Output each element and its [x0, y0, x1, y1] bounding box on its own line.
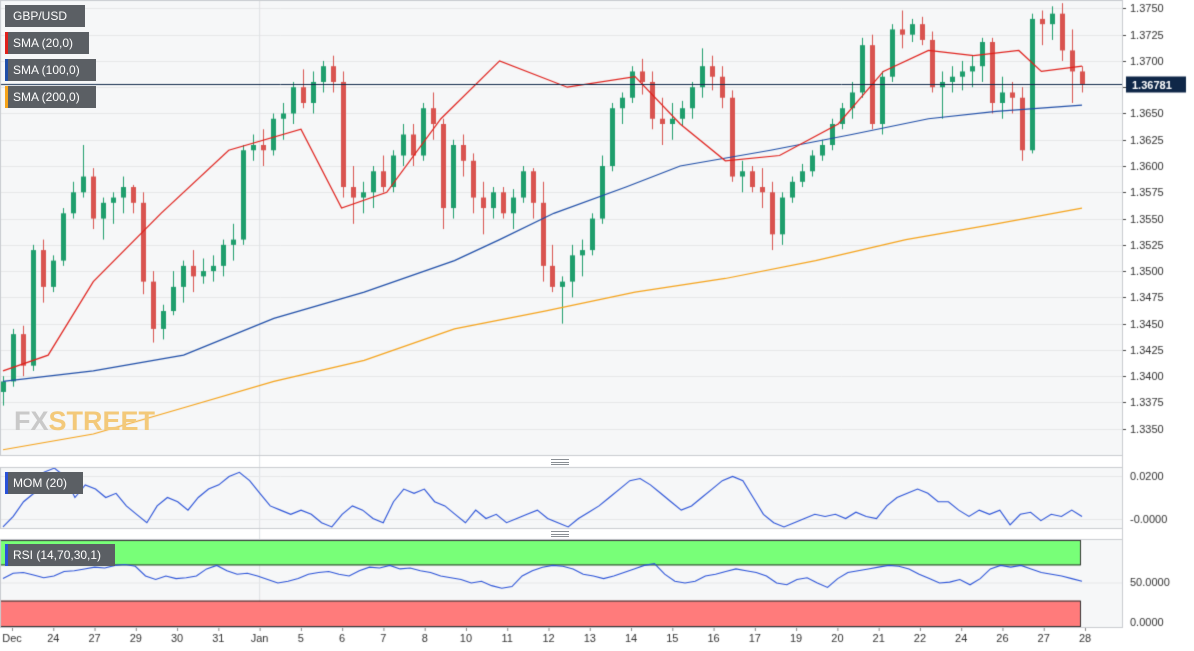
- legend-sma100-marker: [5, 59, 8, 81]
- legend-sma200: SMA (200,0): [5, 86, 96, 108]
- legend-sma20-marker: [5, 32, 8, 54]
- fxstreet-logo: FXSTREET: [14, 406, 155, 437]
- legend-sma20: SMA (20,0): [5, 32, 89, 54]
- legend-sma200-label: SMA (200,0): [13, 90, 80, 104]
- pane-resize-handle-mom[interactable]: [551, 459, 569, 465]
- legend-mom-label: MOM (20): [13, 476, 67, 490]
- legend-sma100: SMA (100,0): [5, 59, 96, 81]
- legend-rsi-marker: [5, 544, 8, 566]
- legend-rsi: RSI (14,70,30,1): [5, 544, 115, 566]
- legend-symbol-marker: [5, 5, 8, 27]
- legend-rsi-label: RSI (14,70,30,1): [13, 548, 102, 562]
- legend-sma20-label: SMA (20,0): [13, 36, 74, 50]
- legend-symbol: GBP/USD: [5, 5, 85, 27]
- logo-fx: FX: [14, 406, 49, 436]
- legend-mom: MOM (20): [5, 472, 83, 494]
- legend-sma100-label: SMA (100,0): [13, 63, 80, 77]
- logo-street: STREET: [48, 406, 156, 436]
- legend-symbol-label: GBP/USD: [13, 9, 68, 23]
- legend-sma200-marker: [5, 86, 8, 108]
- pane-resize-handle-rsi[interactable]: [551, 531, 569, 537]
- legend-mom-marker: [5, 472, 8, 494]
